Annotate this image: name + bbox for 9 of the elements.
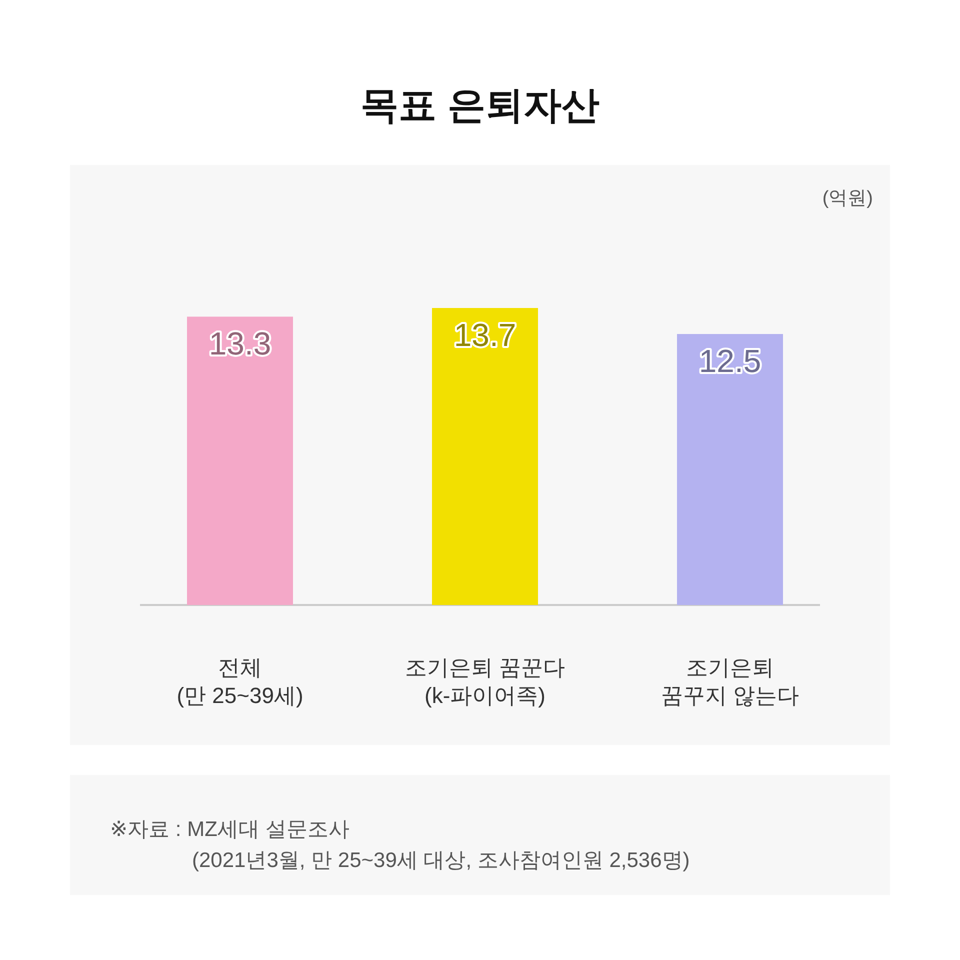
text: (억원) xyxy=(822,188,873,209)
x-tick-label: 조기은퇴 꿈꾸지 않는다 xyxy=(660,655,800,708)
x-tick-label: 조기은퇴 꿈꾼다 (k-파이어족) xyxy=(404,655,566,708)
chart-title: 목표 은퇴자산 xyxy=(360,85,600,127)
data-label: 12.5 xyxy=(698,343,762,380)
x-tick-label: 전체 (만 25~39세) xyxy=(176,655,304,708)
text: ※자료 : MZ세대 설문조사 (2021년3월, 만 25~39세 대상, 조사참여인원 2,536명) xyxy=(110,818,690,872)
data-label: 13.7 xyxy=(454,317,516,353)
data-label: 13.3 xyxy=(208,326,272,362)
